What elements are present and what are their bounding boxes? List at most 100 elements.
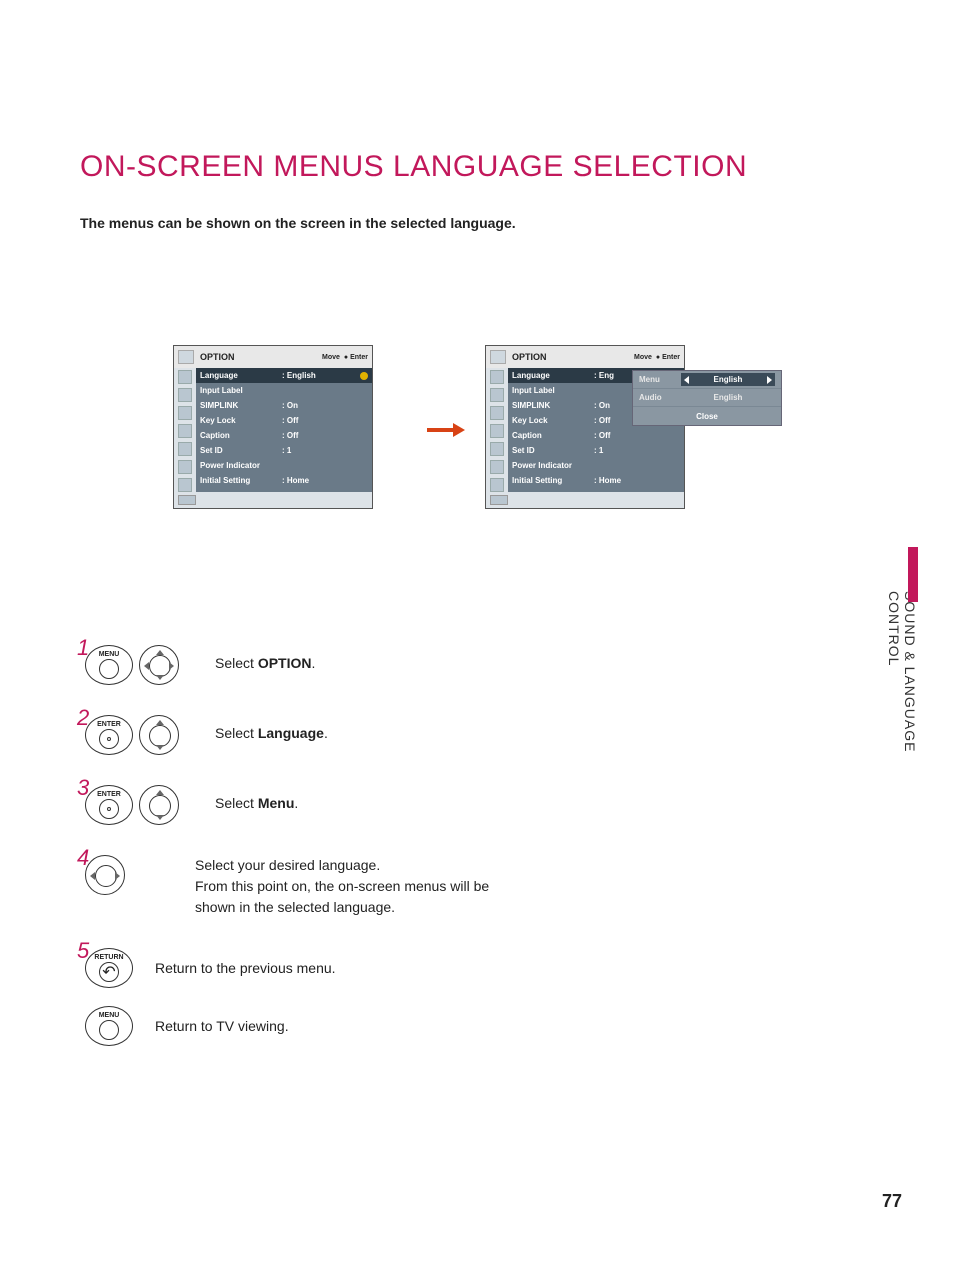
menu-icon: [490, 370, 504, 384]
section-tab: SOUND & LANGUAGE CONTROL: [886, 555, 908, 815]
step-text: Return to the previous menu.: [155, 958, 336, 979]
menu-icon: [178, 442, 192, 456]
menu-value: : Off: [282, 431, 368, 440]
menu-label: Power Indicator: [512, 461, 594, 470]
step-1: 1 MENU Select OPTION.: [75, 645, 775, 685]
selected-dot-icon: [360, 372, 368, 380]
menu-icon: [178, 478, 192, 492]
footer-icon: [178, 495, 196, 505]
menu-row[interactable]: Power Indicator: [508, 458, 684, 473]
menu-icon: [178, 424, 192, 438]
menu-row[interactable]: SIMPLINK: On: [196, 398, 372, 413]
menu-value: : 1: [282, 446, 368, 455]
menu-value: : Home: [594, 476, 680, 485]
popup-row-menu[interactable]: Menu English: [633, 371, 781, 389]
menu-icon: [178, 460, 192, 474]
menu-value: : Off: [594, 431, 680, 440]
popup-label: Audio: [639, 393, 681, 402]
menu-label: Power Indicator: [200, 461, 282, 470]
hint-move: Move: [322, 354, 340, 361]
menu-icon: [178, 370, 192, 384]
menu-icon: [178, 388, 192, 402]
menu-label: Key Lock: [512, 416, 594, 425]
menu-value: : 1: [594, 446, 680, 455]
option-icon: [178, 350, 194, 364]
transition-arrow-icon: [425, 420, 465, 440]
step-5: 5 RETURN ↶ Return to the previous menu.: [75, 948, 775, 988]
menu-value: : Home: [282, 476, 368, 485]
intro-text: The menus can be shown on the screen in …: [80, 215, 516, 231]
option-icon: [490, 350, 506, 364]
osd-panel-left: OPTION Move ● Enter Language : English I…: [173, 345, 373, 509]
step-text: Select Language.: [215, 723, 328, 744]
menu-icon: [490, 478, 504, 492]
menu-label: Language: [200, 371, 282, 380]
menu-icon: [490, 424, 504, 438]
arrow-right-icon[interactable]: [767, 376, 772, 384]
menu-row[interactable]: Input Label: [196, 383, 372, 398]
step-3: 3 ENTER Select Menu.: [75, 785, 775, 825]
osd-side-icons: [486, 368, 508, 492]
return-icon: ↶: [99, 962, 119, 982]
menu-row-language[interactable]: Language : English: [196, 368, 372, 383]
arrow-left-icon[interactable]: [684, 376, 689, 384]
steps-list: 1 MENU Select OPTION. 2 ENTER: [75, 645, 775, 1064]
menu-value: : Off: [282, 416, 368, 425]
language-popup: Menu English Audio English Close: [632, 370, 782, 426]
menu-label: SIMPLINK: [512, 401, 594, 410]
step-text: Select OPTION.: [215, 653, 315, 674]
menu-label: Set ID: [200, 446, 282, 455]
page-title: ON-SCREEN MENUS LANGUAGE SELECTION: [80, 150, 747, 184]
menu-row[interactable]: Initial Setting: Home: [196, 473, 372, 488]
button-label: ENTER: [97, 721, 121, 728]
popup-value-selected: English: [681, 373, 775, 386]
osd-menu-list: Language : English Input Label SIMPLINK:…: [196, 368, 372, 492]
menu-button-icon: MENU: [85, 645, 133, 685]
menu-row[interactable]: Caption: Off: [196, 428, 372, 443]
osd-title: OPTION: [512, 352, 547, 362]
hint-move: Move: [634, 354, 652, 361]
enter-button-icon: ENTER: [85, 715, 133, 755]
osd-title: OPTION: [200, 352, 235, 362]
menu-icon: [490, 406, 504, 420]
dpad-icon: [139, 645, 179, 685]
menu-label: Initial Setting: [512, 476, 594, 485]
menu-row[interactable]: Initial Setting: Home: [508, 473, 684, 488]
step-4: 4 Select your desired language. From thi…: [75, 855, 775, 918]
menu-value: : English: [282, 371, 360, 380]
menu-button-icon: MENU: [85, 1006, 133, 1046]
button-label: MENU: [99, 651, 120, 658]
menu-row[interactable]: Caption: Off: [508, 428, 684, 443]
popup-value: English: [681, 393, 775, 402]
menu-row[interactable]: Key Lock: Off: [196, 413, 372, 428]
dpad-updown-icon: [139, 715, 179, 755]
menu-label: Key Lock: [200, 416, 282, 425]
menu-row[interactable]: Power Indicator: [196, 458, 372, 473]
step-6: MENU Return to TV viewing.: [75, 1006, 775, 1046]
hint-enter: ● Enter: [344, 354, 368, 361]
menu-row[interactable]: Set ID: 1: [196, 443, 372, 458]
menu-icon: [490, 388, 504, 402]
footer-icon: [490, 495, 508, 505]
close-label: Close: [696, 412, 718, 421]
menu-label: Set ID: [512, 446, 594, 455]
menu-label: Caption: [512, 431, 594, 440]
osd-side-icons: [174, 368, 196, 492]
menu-label: Input Label: [512, 386, 594, 395]
button-label: RETURN: [94, 954, 123, 961]
button-label: ENTER: [97, 791, 121, 798]
osd-footer: [486, 492, 684, 508]
step-text: Select Menu.: [215, 793, 298, 814]
menu-label: Language: [512, 371, 594, 380]
menu-label: SIMPLINK: [200, 401, 282, 410]
enter-button-icon: ENTER: [85, 785, 133, 825]
menu-label: Initial Setting: [200, 476, 282, 485]
button-label: MENU: [99, 1012, 120, 1019]
menu-icon: [178, 406, 192, 420]
osd-header: OPTION Move ● Enter: [486, 346, 684, 368]
return-button-icon: RETURN ↶: [85, 948, 133, 988]
popup-row-audio[interactable]: Audio English: [633, 389, 781, 407]
menu-row[interactable]: Set ID: 1: [508, 443, 684, 458]
popup-close[interactable]: Close: [633, 407, 781, 425]
hint-enter: ● Enter: [656, 354, 680, 361]
